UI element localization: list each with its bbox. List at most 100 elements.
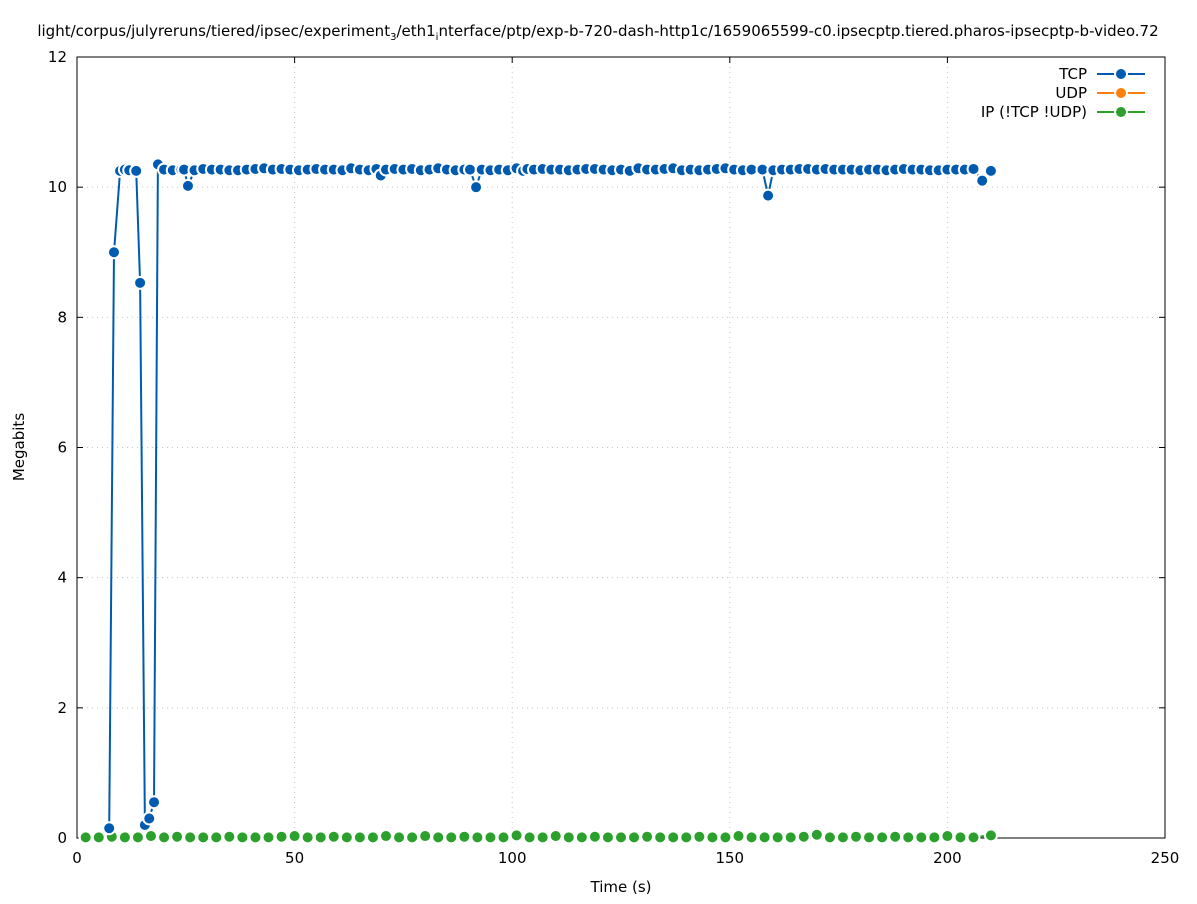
- y-axis-label: Megabits: [10, 413, 28, 481]
- ip-tcp-udp-point: [418, 829, 433, 844]
- ip-tcp-udp-point: [509, 828, 524, 843]
- ip-tcp-udp-point: [78, 830, 93, 845]
- ip-tcp-udp-point: [744, 830, 759, 845]
- ip-tcp-udp-point: [796, 829, 811, 844]
- ip-tcp-udp-point: [339, 830, 354, 845]
- ip-tcp-udp-point: [378, 829, 393, 844]
- chart-title: light/corpus/julyreruns/tiered/ipsec/exp…: [37, 22, 1158, 43]
- ip-tcp-udp-point: [835, 830, 850, 845]
- tcp-line: [108, 162, 992, 829]
- ip-tcp-udp-point: [822, 830, 837, 845]
- ip-tcp-udp-point: [196, 830, 211, 845]
- legend-label-udp: UDP: [1055, 84, 1087, 102]
- ip-tcp-udp-point: [352, 830, 367, 845]
- ip-tcp-udp-point: [548, 829, 563, 844]
- series-layer: [78, 157, 998, 845]
- ip-tcp-udp-point: [261, 830, 276, 845]
- ip-tcp-udp-point: [666, 830, 681, 845]
- ip-tcp-udp-point: [143, 829, 158, 844]
- ip-tcp-udp-point: [718, 830, 733, 845]
- y-tick-label: 2: [57, 699, 67, 717]
- title-part: light/corpus/julyreruns/tiered/ipsec/exp…: [37, 22, 390, 40]
- ip-tcp-udp-point: [274, 829, 289, 844]
- legend-marker-udp: [1114, 86, 1128, 100]
- ip-tcp-udp-point: [953, 830, 968, 845]
- title-subscript: 3: [390, 32, 396, 43]
- ip-tcp-udp-point: [927, 830, 942, 845]
- tcp-point: [147, 795, 162, 810]
- ip-tcp-udp-point: [875, 830, 890, 845]
- ip-tcp-udp-point: [679, 830, 694, 845]
- title-subscript: i: [436, 32, 439, 43]
- grid: [77, 57, 1165, 838]
- x-axis-label: Time (s): [590, 878, 652, 896]
- ip-tcp-udp-point: [431, 830, 446, 845]
- y-tick-label: 10: [48, 178, 67, 196]
- ip-tcp-udp-point: [731, 829, 746, 844]
- ip-tcp-udp-point: [483, 830, 498, 845]
- axis-ticks: 0 50 100 150 200 250 0 2 4 6 8 10 12: [48, 48, 1179, 867]
- tcp-point: [462, 162, 477, 177]
- ip-tcp-udp-point: [130, 830, 145, 845]
- x-tick-label: 250: [1151, 849, 1180, 867]
- ip-tcp-udp-point: [561, 830, 576, 845]
- ip-tcp-udp-point: [614, 830, 628, 845]
- ip-tcp-udp-point: [444, 830, 459, 845]
- ip-tcp-udp-point: [209, 830, 224, 845]
- ip-tcp-udp-point: [888, 829, 903, 844]
- ip-tcp-udp-point: [365, 830, 380, 845]
- tcp-point: [106, 245, 121, 260]
- ip-tcp-udp-point: [392, 830, 407, 845]
- ip-tcp-udp-point: [809, 827, 824, 842]
- ip-tcp-udp-point: [757, 830, 772, 845]
- ip-tcp-udp-point: [405, 830, 420, 845]
- ip-tcp-udp-point: [457, 829, 472, 844]
- ip-tcp-udp-point: [901, 830, 916, 845]
- ip-tcp-udp-point: [940, 829, 955, 844]
- y-tick-label: 6: [57, 439, 67, 457]
- ip-tcp-udp-point: [627, 830, 642, 845]
- ip-tcp-udp-point: [522, 830, 537, 845]
- tcp-point: [469, 180, 484, 195]
- legend-marker-ip-tcp-udp: [1114, 105, 1128, 119]
- ip-tcp-udp-point: [653, 830, 668, 845]
- ip-tcp-udp-point: [300, 830, 315, 845]
- tcp-point: [129, 163, 144, 178]
- tcp-point: [975, 173, 990, 188]
- y-tick-label: 0: [57, 829, 67, 847]
- ip-tcp-udp-point: [914, 830, 929, 845]
- tcp-point: [133, 275, 148, 290]
- ip-tcp-udp-point: [600, 830, 615, 845]
- tcp-point: [180, 178, 195, 193]
- ip-tcp-udp-point: [91, 830, 106, 845]
- x-tick-label: 0: [72, 849, 82, 867]
- title-part: /eth1: [396, 22, 435, 40]
- ip-tcp-udp-point: [705, 830, 720, 845]
- legend-label-ip-tcp-udp: IP (!TCP !UDP): [981, 103, 1087, 121]
- ip-tcp-udp-point: [587, 829, 602, 844]
- tcp-point: [761, 188, 776, 203]
- legend-marker-tcp: [1114, 67, 1128, 81]
- y-tick-label: 8: [57, 308, 67, 326]
- x-tick-label: 50: [285, 849, 304, 867]
- ip-tcp-udp-point: [470, 830, 485, 845]
- ip-tcp-udp-point: [783, 830, 798, 845]
- ip-tcp-udp-point: [640, 829, 655, 844]
- ip-tcp-udp-point: [574, 830, 589, 845]
- legend-label-tcp: TCP: [1058, 65, 1087, 83]
- ip-tcp-udp-point: [248, 830, 263, 845]
- ip-tcp-udp-point: [222, 829, 237, 844]
- title-part: nterface/ptp/exp-b-720-dash-http1c/16590…: [438, 22, 1158, 40]
- ip-tcp-udp-point: [326, 829, 341, 844]
- ip-tcp-udp-point: [157, 830, 172, 845]
- ip-tcp-udp-point: [117, 830, 132, 845]
- ip-tcp-udp-point: [692, 829, 707, 844]
- ip-tcp-udp-point: [183, 830, 198, 845]
- x-tick-label: 200: [933, 849, 962, 867]
- ip-tcp-udp-point: [535, 830, 550, 845]
- ip-tcp-udp-point: [313, 830, 328, 845]
- x-tick-label: 150: [715, 849, 744, 867]
- ip-tcp-udp-point: [862, 830, 877, 845]
